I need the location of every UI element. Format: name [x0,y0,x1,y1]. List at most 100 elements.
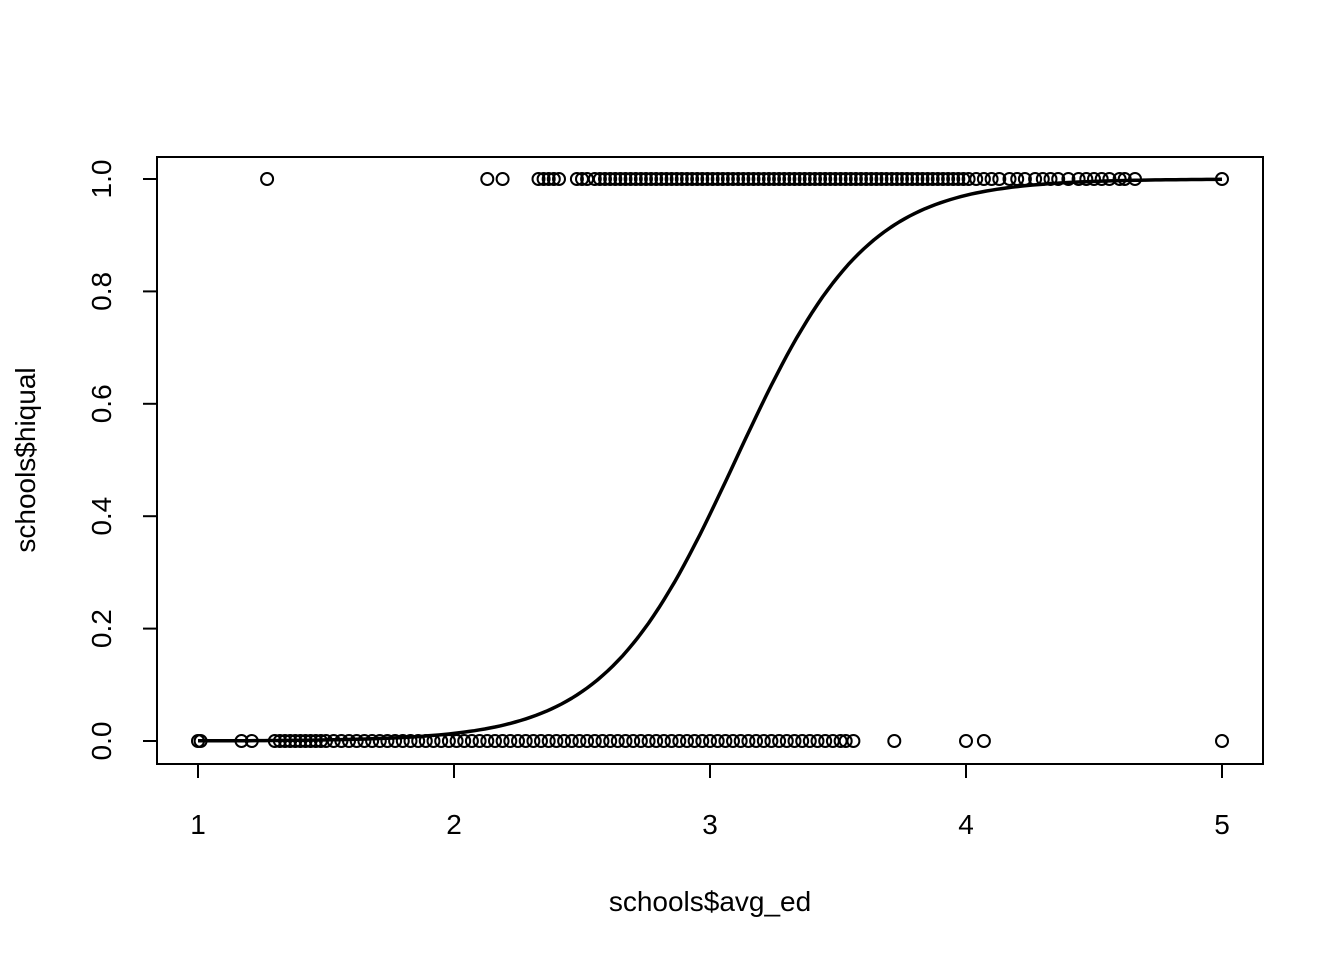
data-point [674,172,689,186]
y-tick-label: 0.6 [86,384,117,423]
x-tick-label: 1 [190,809,206,840]
data-point [659,172,674,186]
data-point [541,172,556,186]
data-point [511,734,525,748]
data-point [915,172,930,186]
data-point [587,172,602,186]
y-axis: 0.0 0.2 0.4 0.6 0.8 1.0 [86,160,158,761]
data-point [472,734,487,748]
data-point [365,734,380,748]
data-point [626,734,641,748]
data-point [1002,172,1017,186]
data-point [534,734,548,748]
data-point [641,734,656,748]
data-point [618,172,633,186]
data-point [787,172,802,186]
data-point [813,172,828,186]
data-point [705,172,720,186]
data-point [480,172,495,186]
data-point [941,172,956,186]
data-point [380,734,395,748]
data-point [549,734,564,748]
data-point [733,734,748,748]
data-point [1061,172,1076,186]
y-tick-label: 0.2 [86,609,117,648]
data-point [595,734,610,748]
x-axis: 1 2 3 4 5 [190,763,1230,840]
y-axis-label: schools$hiqual [10,367,41,552]
data-point [526,734,541,748]
data-point [710,172,725,186]
data-point [859,172,874,186]
data-point [756,734,771,748]
data-point [976,172,991,186]
data-point [703,734,717,748]
data-point [749,734,764,748]
data-point [777,172,792,186]
x-tick-label: 5 [1214,809,1230,840]
data-point [1079,172,1094,186]
data-point [792,172,807,186]
data-point [761,172,776,186]
data-point [623,172,638,186]
data-point [395,734,410,748]
data-point [449,734,464,748]
data-point [864,172,879,186]
data-point [823,172,838,186]
data-point [802,734,817,748]
data-point [920,172,935,186]
data-point [518,734,533,748]
data-point [838,172,853,186]
data-point [764,734,779,748]
y-tick-label: 0.0 [86,722,117,761]
data-point [603,172,618,186]
data-point [854,172,868,186]
data-point [900,172,915,186]
data-point [700,172,715,186]
data-point [910,172,925,186]
data-point [372,734,387,748]
data-point [457,734,472,748]
data-point [633,172,648,186]
x-tick-label: 4 [958,809,974,840]
data-point [564,734,579,748]
data-point [649,172,664,186]
data-point [772,734,787,748]
data-point [772,172,787,186]
data-point [464,734,479,748]
data-point [746,172,761,186]
data-point [889,172,904,186]
data-point [644,172,659,186]
data-point [639,172,653,186]
data-point [488,734,502,748]
data-point [552,172,566,186]
data-point [726,172,740,186]
y-tick-label: 1.0 [86,160,117,199]
data-point [569,172,584,186]
data-point [613,172,628,186]
data-point [936,172,950,186]
data-point [961,172,976,186]
data-point [672,734,687,748]
data-point [720,172,735,186]
x-tick-label: 3 [702,809,718,840]
data-point [833,172,848,186]
data-point [984,172,999,186]
data-point [810,734,825,748]
data-point [495,734,510,748]
data-point [869,172,884,186]
data-point [680,734,694,748]
plot-frame [156,156,1264,765]
data-point [887,734,902,748]
data-point [557,734,572,748]
data-point [1051,172,1066,186]
data-point [695,172,710,186]
data-point [1094,172,1109,186]
data-point [388,734,403,748]
data-point [531,172,546,186]
data-point [818,734,833,748]
data-point [818,172,833,186]
data-point [633,734,648,748]
data-point [695,734,710,748]
